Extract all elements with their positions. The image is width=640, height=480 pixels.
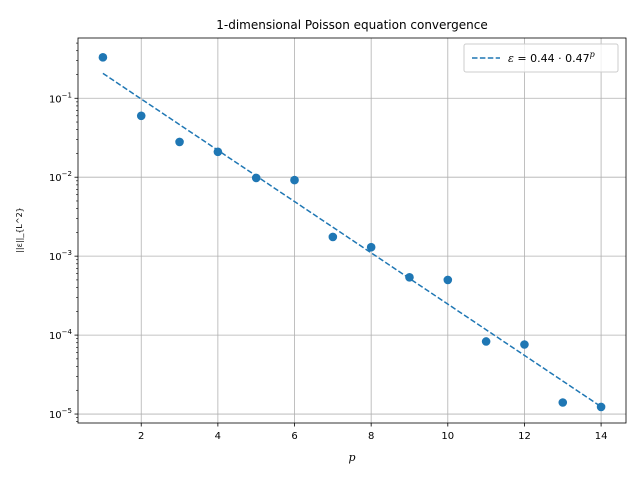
x-tick-label: 12 <box>518 431 531 442</box>
y-tick-base: 10 <box>49 331 62 342</box>
legend-box <box>463 43 619 73</box>
data-point <box>596 402 606 412</box>
data-point <box>520 340 529 349</box>
legend-label: ε = 0.44 · 0.47p <box>508 50 595 65</box>
legend: ε = 0.44 · 0.47p <box>463 43 619 73</box>
data-point <box>213 147 223 157</box>
x-tick-label: 2 <box>138 431 144 442</box>
data-point <box>98 53 108 62</box>
axes-border <box>77 37 627 424</box>
y-tick-label: 10−3 <box>49 249 72 263</box>
data-point <box>290 175 299 185</box>
y-tick-exponent: −3 <box>62 249 72 257</box>
y-tick-label: 10−2 <box>49 170 72 184</box>
data-point <box>443 275 453 285</box>
x-axis-ticks: 2 4 6 8 10 12 14 <box>138 423 607 442</box>
data-point <box>405 272 414 282</box>
data-point <box>251 173 261 183</box>
x-tick-label: 4 <box>215 431 221 442</box>
y-tick-base: 10 <box>49 252 62 263</box>
x-tick-label: 14 <box>595 431 608 442</box>
y-axis-ticks: 10−510−410−310−210−1 <box>49 42 78 422</box>
data-point <box>328 232 338 242</box>
legend-exponent: p <box>590 50 595 59</box>
data-point <box>136 111 146 121</box>
grid-lines <box>78 38 626 423</box>
y-tick-label: 10−1 <box>49 91 72 105</box>
y-tick-exponent: −1 <box>62 91 72 99</box>
data-marks <box>98 53 606 412</box>
y-tick-base: 10 <box>49 173 62 184</box>
legend-epsilon: ε <box>508 52 514 65</box>
legend-equation: = 0.44 · 0.47 <box>514 52 590 65</box>
fit-line <box>102 72 602 408</box>
y-tick-exponent: −4 <box>62 328 73 336</box>
x-axis-label: p <box>348 451 355 464</box>
data-point <box>366 242 376 252</box>
x-tick-label: 10 <box>441 431 454 442</box>
y-tick-label: 10−4 <box>49 328 73 342</box>
x-tick-label: 6 <box>291 431 297 442</box>
y-tick-base: 10 <box>49 410 62 421</box>
data-point <box>175 137 184 147</box>
y-tick-exponent: −5 <box>62 407 72 415</box>
y-tick-exponent: −2 <box>62 170 72 178</box>
data-point <box>558 398 568 407</box>
chart-title: 1-dimensional Poisson equation convergen… <box>216 18 487 32</box>
x-tick-label: 8 <box>368 431 374 442</box>
axes-frame <box>77 37 627 424</box>
y-axis-label: ||ε||_{L^2} <box>15 207 24 253</box>
y-tick-label: 10−5 <box>49 407 72 421</box>
plot-background <box>78 38 626 423</box>
y-tick-base: 10 <box>49 94 62 105</box>
data-point <box>481 337 491 346</box>
